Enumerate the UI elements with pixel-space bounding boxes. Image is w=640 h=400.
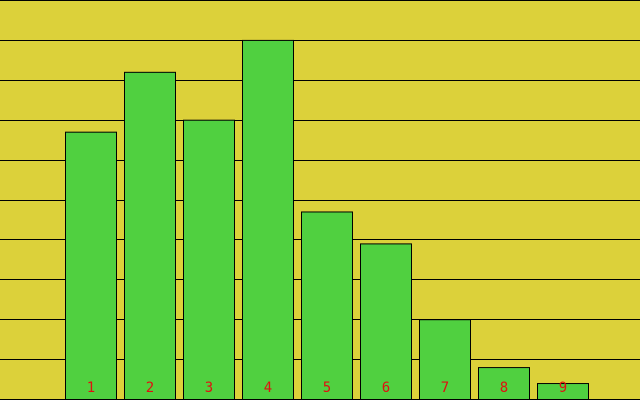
x-tick-label: 7: [441, 380, 449, 396]
x-tick-label: 4: [264, 380, 272, 396]
x-tick-label: 8: [500, 380, 508, 396]
bar: [419, 319, 471, 400]
bar: [124, 71, 176, 400]
bar: [183, 119, 235, 400]
x-tick-label: 6: [382, 380, 390, 396]
x-tick-label: 2: [146, 380, 154, 396]
bar: [301, 211, 353, 400]
bar: [360, 243, 412, 400]
x-tick-label: 3: [205, 380, 213, 396]
x-tick-label: 5: [323, 380, 331, 396]
x-tick-label: 1: [87, 380, 95, 396]
x-tick-label: 9: [559, 380, 567, 396]
bar: [65, 131, 117, 400]
bar: [242, 39, 294, 400]
